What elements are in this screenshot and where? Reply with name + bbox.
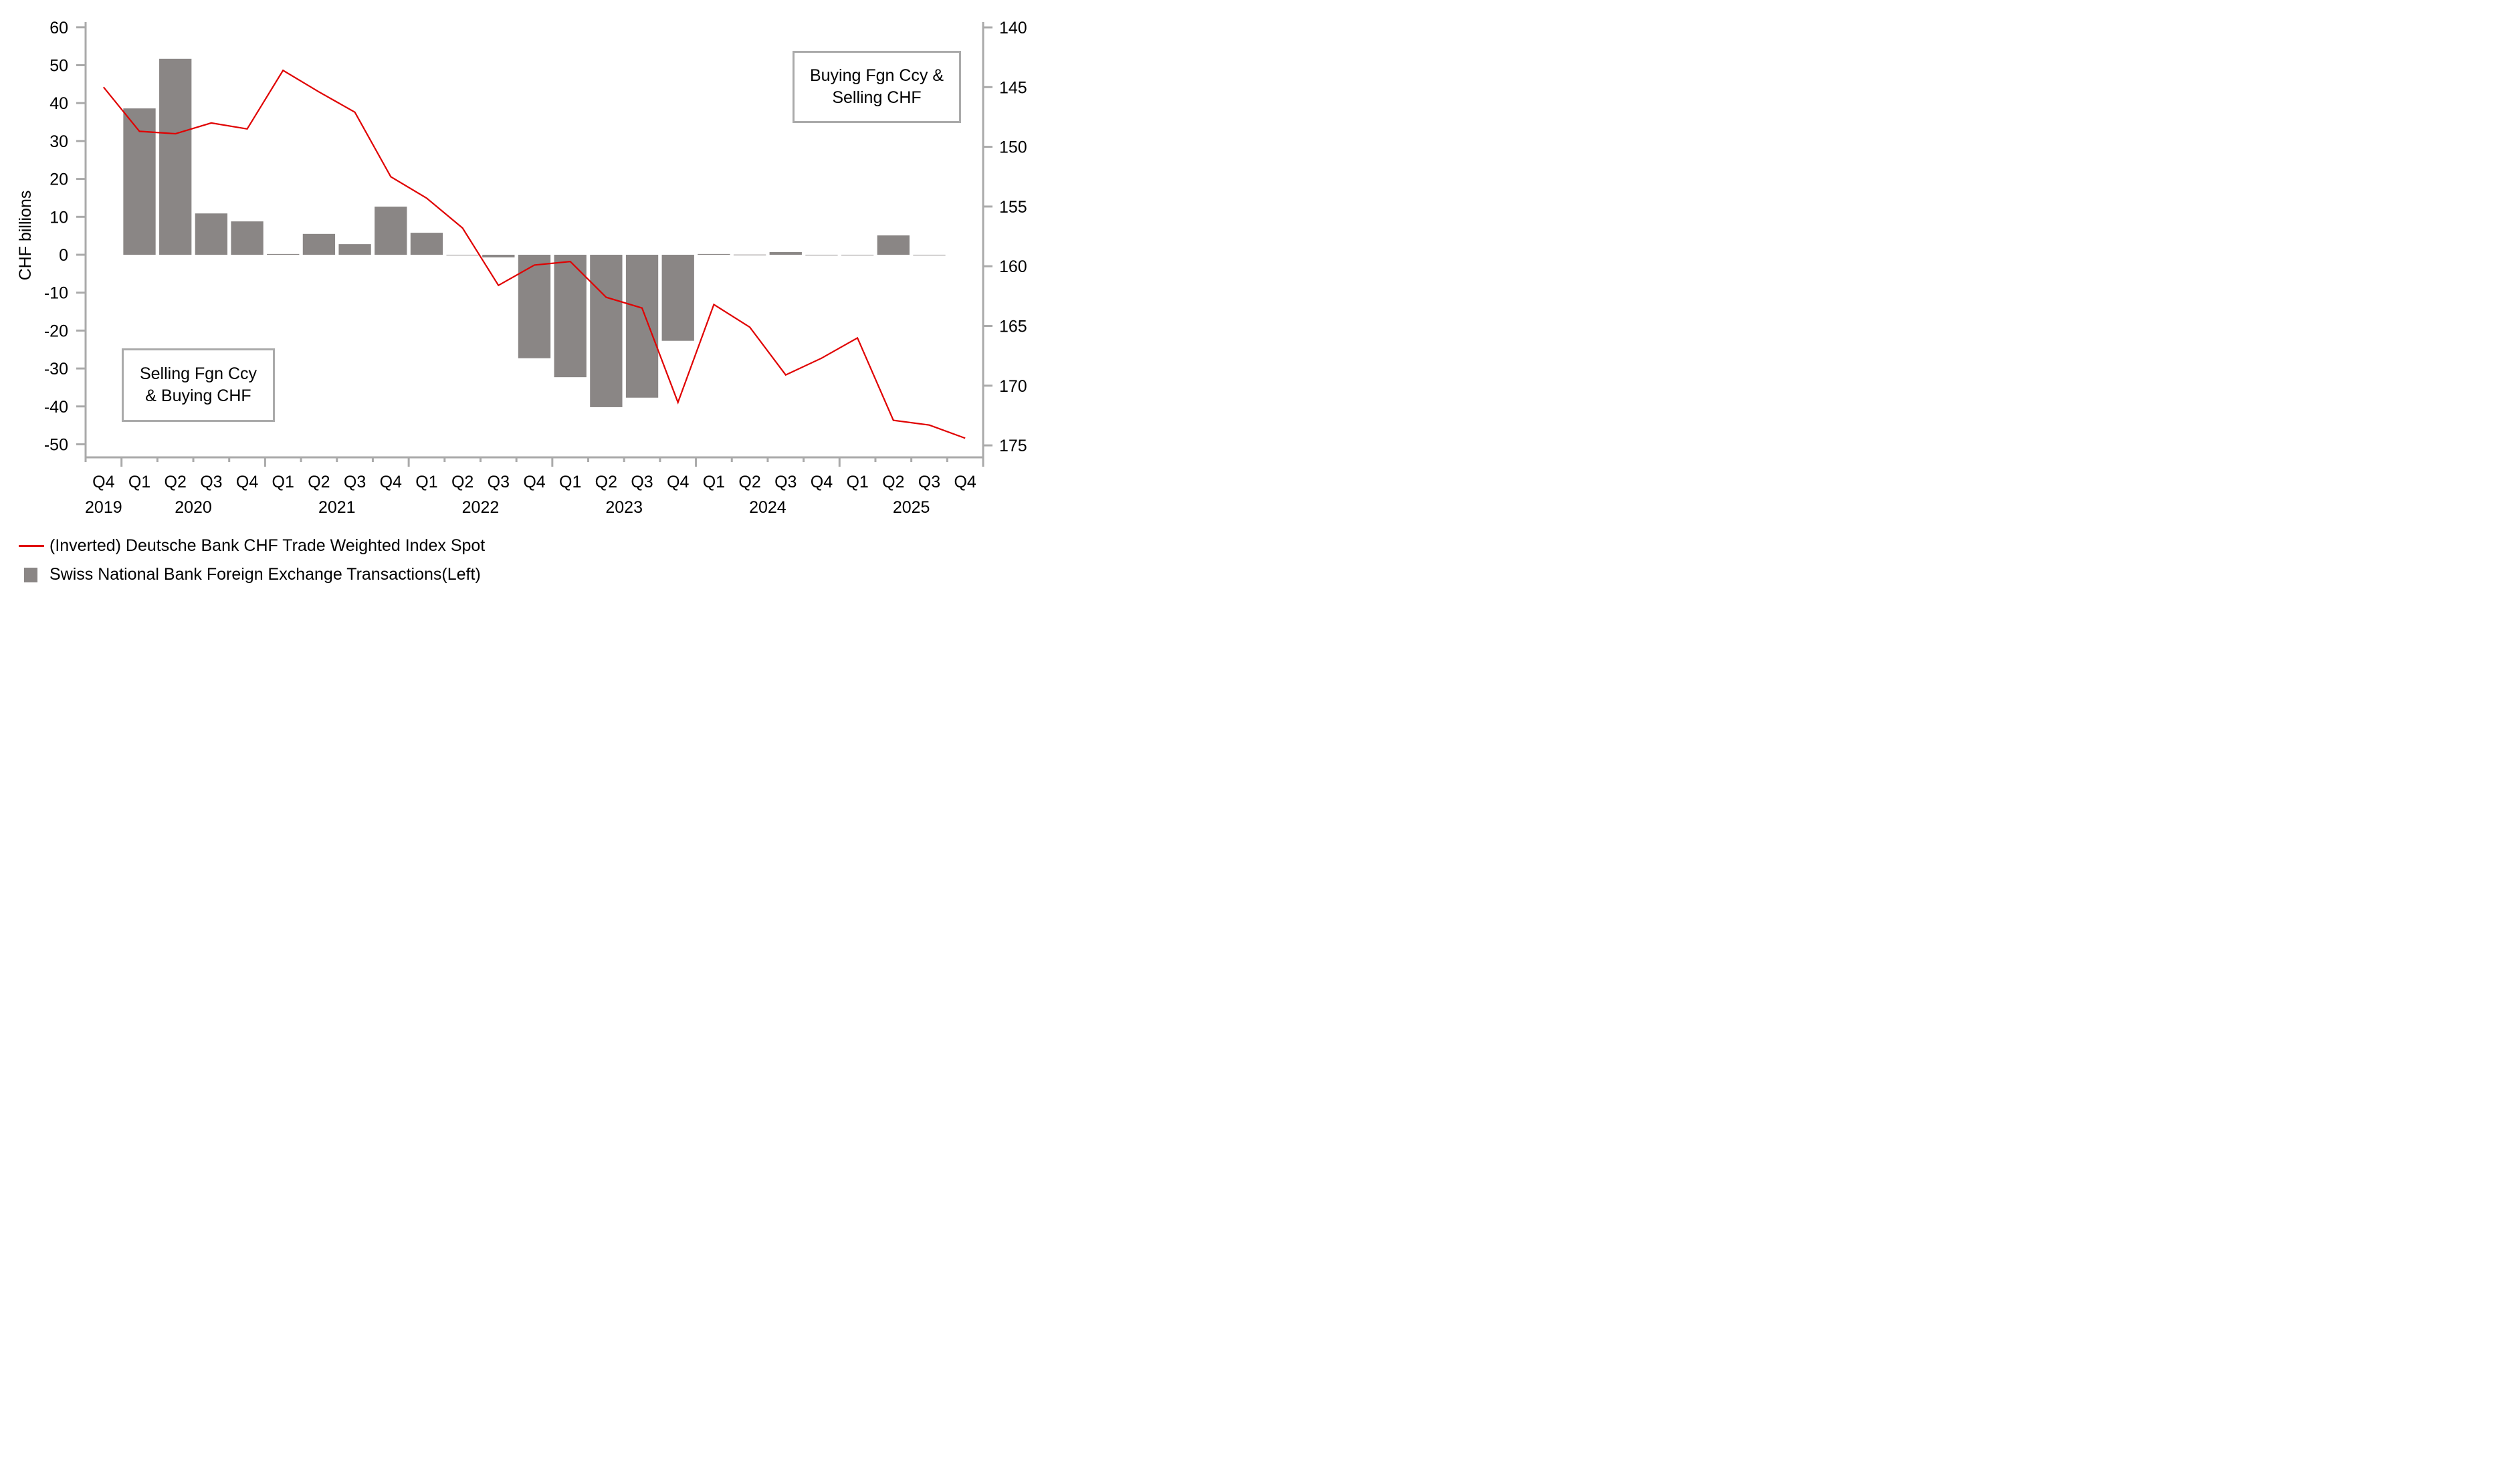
x-tick-label: Q1 <box>559 473 581 491</box>
right-tick-label: 145 <box>999 78 1027 97</box>
x-tick-label: Q4 <box>523 473 545 491</box>
x-tick-label: Q1 <box>703 473 725 491</box>
bar <box>554 255 587 378</box>
x-year-label: 2025 <box>893 498 930 517</box>
x-tick-label: Q4 <box>811 473 833 491</box>
line-path <box>102 69 966 439</box>
x-tick-label: Q1 <box>415 473 437 491</box>
bar <box>195 213 228 255</box>
bar <box>590 255 623 407</box>
right-tick-label: 140 <box>999 19 1027 37</box>
bar <box>518 255 551 358</box>
x-tick-label: Q2 <box>308 473 330 491</box>
legend-item-bar: Swiss National Bank Foreign Exchange Tra… <box>19 565 481 584</box>
bar <box>338 244 371 255</box>
legend-line-label: (Inverted) Deutsche Bank CHF Trade Weigh… <box>49 536 486 555</box>
right-tick-label: 175 <box>999 437 1027 455</box>
chart: 60 50 40 30 20 10 0 -10 -20 -30 -40 -50 140 145 150 15… <box>16 19 1027 517</box>
bar <box>410 233 443 255</box>
x-year-label: 2023 <box>605 498 643 517</box>
right-tick-label: 155 <box>999 198 1027 217</box>
annotation-line-1: Buying Fgn Ccy & <box>809 66 944 85</box>
bar <box>302 233 336 255</box>
y-axis-label: CHF billions <box>16 191 35 281</box>
bar <box>231 221 264 255</box>
right-axis: 140 145 150 155 160 165 170 175 <box>982 19 1027 457</box>
x-tick-label: Q2 <box>165 473 187 491</box>
right-tick-label: 160 <box>999 257 1027 276</box>
left-tick-label: 60 <box>49 19 68 37</box>
right-tick-label: 170 <box>999 377 1027 396</box>
legend-item-line: (Inverted) Deutsche Bank CHF Trade Weigh… <box>19 536 485 556</box>
bar <box>698 253 730 255</box>
legend-bar-swatch <box>24 567 37 582</box>
x-tick-label: Q1 <box>128 473 150 491</box>
annotation-line-2: & Buying CHF <box>145 386 251 405</box>
left-tick-label: 20 <box>49 171 68 189</box>
left-tick-label: 0 <box>59 246 68 265</box>
left-tick-label: 10 <box>49 208 68 227</box>
x-axis: Q4 Q1 Q2 Q3 Q4 Q1 Q2 Q3 Q4 Q1 Q2 Q3 Q4 Q1 Q2 Q3 Q4 Q1 Q2 Q3… <box>84 456 984 517</box>
left-tick-label: 30 <box>49 132 68 151</box>
left-tick-label: -20 <box>44 322 68 340</box>
x-tick-label: Q2 <box>451 473 474 491</box>
annotation-line-1: Selling Fgn Ccy <box>139 364 257 383</box>
left-tick-label: -10 <box>44 284 68 303</box>
bar <box>482 255 515 257</box>
x-year-label: 2020 <box>175 498 212 517</box>
x-year-label: 2019 <box>85 498 122 517</box>
legend-line-swatch <box>19 545 44 547</box>
x-tick-label: Q3 <box>488 473 510 491</box>
x-year-label: 2024 <box>749 498 786 517</box>
right-tick-label: 150 <box>999 138 1027 157</box>
right-tick-label: 165 <box>999 318 1027 336</box>
annotation-selling-fgn-ccy: Selling Fgn Ccy & Buying CHF <box>122 348 275 422</box>
left-axis: 60 50 40 30 20 10 0 -10 -20 -30 -40 -50 <box>44 19 87 457</box>
x-tick-label: Q4 <box>667 473 689 491</box>
bar <box>877 235 910 255</box>
x-tick-label: Q3 <box>774 473 797 491</box>
x-year-label: 2021 <box>318 498 356 517</box>
bar <box>625 255 659 398</box>
bar <box>769 252 802 255</box>
bar <box>267 253 300 255</box>
x-tick-label: Q4 <box>380 473 402 491</box>
legend-bar-label: Swiss National Bank Foreign Exchange Tra… <box>49 565 481 584</box>
bar-series <box>123 58 946 407</box>
x-tick-label: Q3 <box>918 473 940 491</box>
left-tick-label: 50 <box>49 57 68 76</box>
x-tick-label: Q1 <box>846 473 868 491</box>
x-tick-label: Q3 <box>631 473 653 491</box>
x-tick-label: Q3 <box>344 473 366 491</box>
left-tick-label: -30 <box>44 360 68 378</box>
x-tick-label: Q4 <box>92 473 114 491</box>
x-tick-label: Q1 <box>272 473 294 491</box>
x-tick-label: Q2 <box>738 473 760 491</box>
x-year-label: 2022 <box>462 498 500 517</box>
x-tick-label: Q4 <box>236 473 258 491</box>
bar <box>375 206 407 255</box>
bar <box>661 255 694 341</box>
left-tick-label: -40 <box>44 398 68 417</box>
x-tick-label: Q2 <box>595 473 617 491</box>
x-tick-label: Q3 <box>200 473 222 491</box>
left-tick-label: -50 <box>44 436 68 455</box>
bar <box>123 108 156 255</box>
x-tick-label: Q2 <box>882 473 904 491</box>
annotation-line-2: Selling CHF <box>832 88 922 107</box>
bar <box>159 58 192 255</box>
line-series <box>102 69 966 439</box>
annotation-buying-fgn-ccy: Buying Fgn Ccy & Selling CHF <box>793 51 961 123</box>
x-tick-label: Q4 <box>954 473 976 491</box>
left-tick-label: 40 <box>49 94 68 113</box>
